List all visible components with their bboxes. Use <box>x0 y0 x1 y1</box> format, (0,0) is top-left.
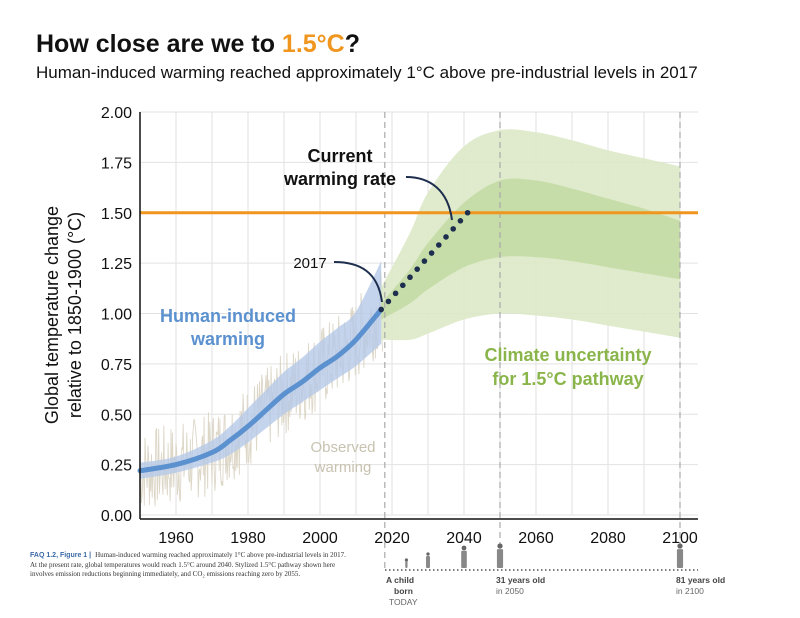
timeline-81-label: 81 years old <box>676 575 725 585</box>
timeline-vertical-lines <box>384 112 681 570</box>
human-induced-band <box>140 261 382 479</box>
human-induced-label-1: Human-induced <box>160 306 296 326</box>
current-rate-label-2: warming rate <box>283 169 396 189</box>
caption-figure-label: FAQ 1.2, Figure 1 | <box>30 552 92 559</box>
title-prefix: How close are we to <box>36 30 282 58</box>
timeline-81-sub: in 2100 <box>676 586 704 596</box>
x-tick-2000: 2000 <box>302 530 338 547</box>
x-tick-1960: 1960 <box>158 530 194 547</box>
tick-labels: 0.00 0.25 0.50 0.75 1.00 1.25 1.50 1.75 2.00 1960… <box>101 105 698 547</box>
timeline-child-sub: TODAY <box>389 597 418 607</box>
y-tick-8: 2.00 <box>101 105 132 122</box>
x-tick-2060: 2060 <box>518 530 554 547</box>
age-timeline: A child born TODAY 31 years old in 2050 … <box>385 543 725 607</box>
uncertainty-bands <box>140 129 680 479</box>
y-tick-0: 0.00 <box>101 508 132 525</box>
person-head <box>404 558 408 562</box>
timeline-31-sub: in 2050 <box>496 586 524 596</box>
current-rate-dot-7 <box>428 250 435 256</box>
person-icon-0 <box>404 558 408 568</box>
caption-text: Human-induced warming reached approximat… <box>30 551 346 578</box>
person-head <box>426 552 430 556</box>
person-icon-2 <box>461 545 467 568</box>
observed-label-1: Observed <box>310 439 375 456</box>
climate-uncertainty-label-2: for 1.5°C pathway <box>492 369 643 389</box>
person-icon-1 <box>426 552 430 568</box>
label-2017-pointer <box>333 261 383 303</box>
label-2017: 2017 <box>293 255 326 272</box>
x-tick-2080: 2080 <box>590 530 626 547</box>
y-tick-5: 1.25 <box>101 256 132 273</box>
ylabel-line1: Global temperature change <box>42 206 62 424</box>
current-rate-dot-0 <box>378 306 385 313</box>
current-rate-pointer <box>405 176 453 221</box>
y-tick-4: 1.00 <box>101 307 132 324</box>
timeline-child-label-2: born <box>394 586 413 596</box>
current-rate-label-1: Current <box>307 146 372 166</box>
page-title: How close are we to 1.5°C? <box>36 30 360 59</box>
human-induced-line <box>137 307 384 474</box>
title-highlight: 1.5°C <box>281 30 345 58</box>
current-rate-dot-3 <box>400 282 406 289</box>
person-figures <box>404 543 684 568</box>
person-body <box>461 550 467 568</box>
current-rate-dot-1 <box>385 298 392 305</box>
y-tick-1: 0.25 <box>101 458 132 475</box>
page-subtitle: Human-induced warming reached approximat… <box>36 63 698 82</box>
current-rate-dot-11 <box>457 218 464 224</box>
figure-caption: FAQ 1.2, Figure 1 | Human-induced warming… <box>30 551 350 580</box>
y-tick-2: 0.50 <box>101 407 132 424</box>
person-body <box>496 549 504 568</box>
annotations: Global temperature change relative to 18… <box>42 146 652 476</box>
current-rate-dot-2 <box>392 290 399 297</box>
ylabel-line2: relative to 1850-1900 (°C) <box>65 212 85 418</box>
x-tick-2020: 2020 <box>374 530 410 547</box>
person-body <box>676 549 684 568</box>
person-icon-3 <box>496 543 504 568</box>
current-rate-dots <box>378 209 471 313</box>
current-rate-dot-8 <box>436 242 442 248</box>
climate-uncertainty-label-1: Climate uncertainty <box>484 345 651 365</box>
current-rate-dot-4 <box>407 274 413 281</box>
current-rate-dot-5 <box>414 266 421 272</box>
y-tick-7: 1.75 <box>101 155 132 172</box>
timeline-31-label: 31 years old <box>496 575 545 585</box>
current-rate-dot-6 <box>421 258 428 264</box>
person-body <box>405 561 408 568</box>
x-tick-2100: 2100 <box>662 530 698 547</box>
person-head <box>461 545 467 551</box>
person-head <box>677 543 683 549</box>
title-suffix: ? <box>344 30 361 58</box>
axes <box>139 112 698 520</box>
series-lines <box>137 307 384 474</box>
person-body <box>426 555 430 568</box>
y-tick-3: 0.75 <box>101 357 132 374</box>
current-rate-dot-9 <box>443 234 449 240</box>
observed-label-2: warming <box>314 459 372 476</box>
human-induced-label-2: warming <box>190 329 265 349</box>
person-icon-4 <box>676 543 684 568</box>
current-rate-dot-10 <box>450 226 457 232</box>
person-head <box>497 543 503 549</box>
x-tick-2040: 2040 <box>446 530 482 547</box>
x-tick-1980: 1980 <box>230 530 266 547</box>
current-rate-dot-12 <box>464 209 471 216</box>
y-tick-6: 1.50 <box>101 206 132 223</box>
timeline-child-label-1: A child <box>386 575 414 585</box>
